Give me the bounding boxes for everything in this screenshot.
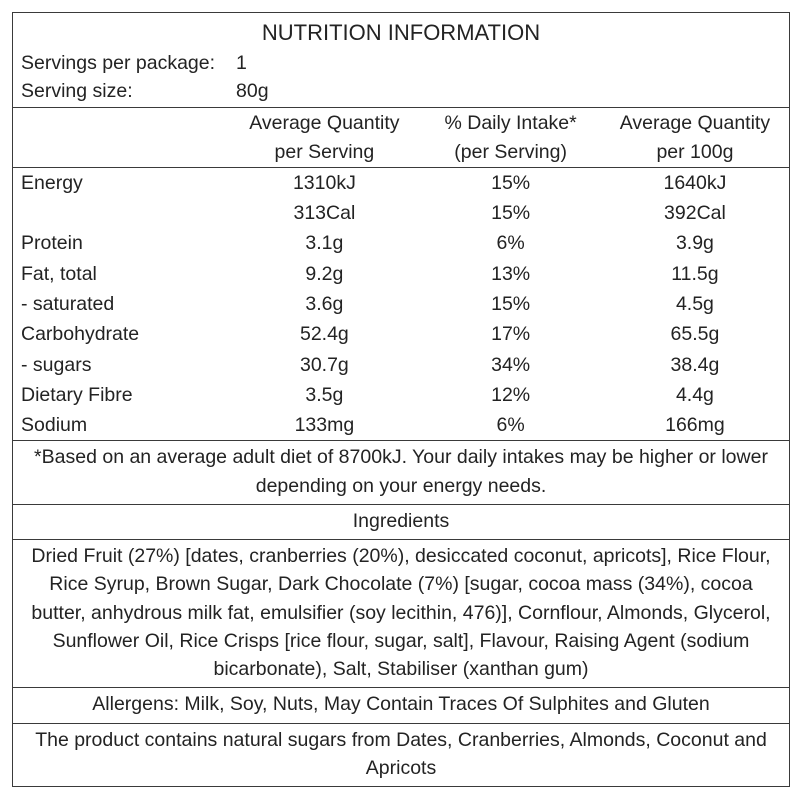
nutrient-daily-intake: 12% <box>420 380 598 410</box>
servings-per-package-value: 1 <box>236 49 247 77</box>
nutrient-per-100g: 11.5g <box>599 259 789 289</box>
nutrient-daily-intake: 15% <box>420 289 598 319</box>
nutrient-name: - saturated <box>13 289 226 319</box>
nutrient-per-100g: 3.9g <box>599 228 789 258</box>
nutrient-per-serving: 9.2g <box>226 259 420 289</box>
table-row: - sugars30.7g34%38.4g <box>13 350 789 380</box>
nutrient-name: Carbohydrate <box>13 319 226 349</box>
nutrient-name: Energy <box>13 167 226 198</box>
nutrient-per-100g: 65.5g <box>599 319 789 349</box>
column-header-daily-intake-l2: (per Serving) <box>428 138 592 166</box>
nutrition-table-head: Average Quantity per Serving % Daily Int… <box>13 108 789 167</box>
servings-per-package-label: Servings per package: <box>21 49 236 77</box>
nutrient-daily-intake: 15% <box>420 198 598 228</box>
column-header-per-serving-l1: Average Quantity <box>234 109 414 137</box>
column-header-daily-intake: % Daily Intake* (per Serving) <box>420 108 598 167</box>
nutrient-per-serving: 1310kJ <box>226 167 420 198</box>
nutrient-daily-intake: 6% <box>420 410 598 440</box>
nutrition-table: Average Quantity per Serving % Daily Int… <box>13 108 789 440</box>
nutrient-daily-intake: 34% <box>420 350 598 380</box>
nutrient-per-serving: 52.4g <box>226 319 420 349</box>
table-row: - saturated3.6g15%4.5g <box>13 289 789 319</box>
nutrient-per-100g: 38.4g <box>599 350 789 380</box>
table-row: 313Cal15%392Cal <box>13 198 789 228</box>
servings-per-package-row: Servings per package: 1 <box>21 49 781 77</box>
nutrient-name: Sodium <box>13 410 226 440</box>
allergens-text: Allergens: Milk, Soy, Nuts, May Contain … <box>13 688 789 722</box>
nutrient-per-100g: 1640kJ <box>599 167 789 198</box>
natural-sugars-text: The product contains natural sugars from… <box>13 724 789 787</box>
ingredients-text: Dried Fruit (27%) [dates, cranberries (2… <box>13 540 789 687</box>
table-row: Fat, total9.2g13%11.5g <box>13 259 789 289</box>
nutrient-name: Fat, total <box>13 259 226 289</box>
column-header-per-serving: Average Quantity per Serving <box>226 108 420 167</box>
column-header-name <box>13 108 226 167</box>
nutrition-table-body: Energy1310kJ15%1640kJ313Cal15%392CalProt… <box>13 167 789 440</box>
nutrient-name <box>13 198 226 228</box>
serving-size-value: 80g <box>236 77 269 105</box>
nutrition-panel: NUTRITION INFORMATION Servings per packa… <box>12 12 790 787</box>
table-row: Sodium133mg6%166mg <box>13 410 789 440</box>
nutrient-per-serving: 313Cal <box>226 198 420 228</box>
nutrient-name: Protein <box>13 228 226 258</box>
column-header-per-100g-l2: per 100g <box>607 138 783 166</box>
column-header-per-100g: Average Quantity per 100g <box>599 108 789 167</box>
nutrient-per-100g: 392Cal <box>599 198 789 228</box>
nutrient-name: Dietary Fibre <box>13 380 226 410</box>
nutrient-per-100g: 4.4g <box>599 380 789 410</box>
table-row: Dietary Fibre3.5g12%4.4g <box>13 380 789 410</box>
daily-intake-footnote: *Based on an average adult diet of 8700k… <box>13 441 789 504</box>
nutrient-per-100g: 4.5g <box>599 289 789 319</box>
nutrient-per-serving: 30.7g <box>226 350 420 380</box>
nutrient-per-serving: 3.1g <box>226 228 420 258</box>
nutrient-daily-intake: 6% <box>420 228 598 258</box>
serving-size-label: Serving size: <box>21 77 236 105</box>
column-header-daily-intake-l1: % Daily Intake* <box>428 109 592 137</box>
nutrient-per-serving: 3.6g <box>226 289 420 319</box>
serving-size-row: Serving size: 80g <box>21 77 781 105</box>
ingredients-title: Ingredients <box>13 505 789 539</box>
panel-title: NUTRITION INFORMATION <box>13 13 789 49</box>
column-header-per-serving-l2: per Serving <box>234 138 414 166</box>
table-row: Carbohydrate52.4g17%65.5g <box>13 319 789 349</box>
nutrient-daily-intake: 13% <box>420 259 598 289</box>
nutrient-per-serving: 3.5g <box>226 380 420 410</box>
nutrient-daily-intake: 15% <box>420 167 598 198</box>
nutrient-name: - sugars <box>13 350 226 380</box>
table-row: Energy1310kJ15%1640kJ <box>13 167 789 198</box>
table-row: Protein3.1g6%3.9g <box>13 228 789 258</box>
nutrient-daily-intake: 17% <box>420 319 598 349</box>
nutrient-per-serving: 133mg <box>226 410 420 440</box>
nutrient-per-100g: 166mg <box>599 410 789 440</box>
servings-block: Servings per package: 1 Serving size: 80… <box>13 49 789 108</box>
column-header-per-100g-l1: Average Quantity <box>607 109 783 137</box>
